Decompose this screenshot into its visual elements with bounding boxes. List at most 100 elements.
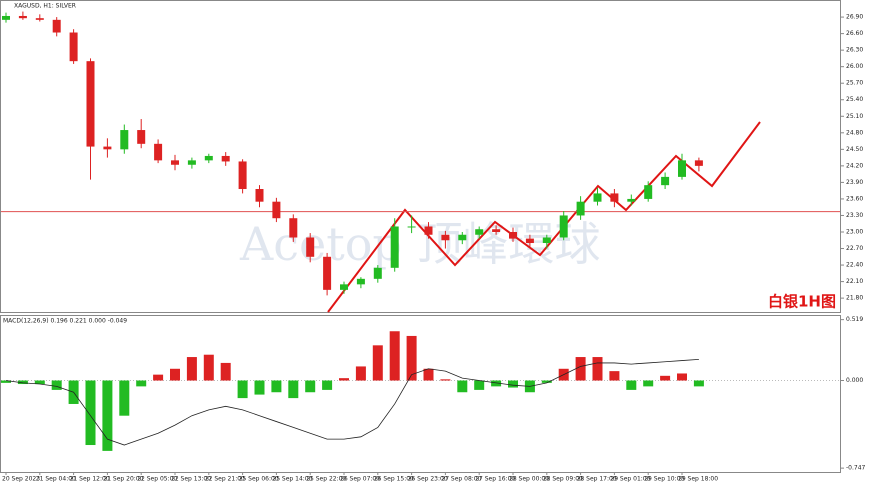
macd-bar [17,380,28,385]
macd-bar [693,380,704,387]
candle-body [18,15,27,19]
candle-body [52,19,61,33]
y-tick-label: 25.10 [846,113,863,120]
macd-bar [372,345,383,381]
x-tick-label: 22 Sep 05:00 [137,476,177,483]
candle-body [661,176,670,186]
macd-bar [136,380,147,387]
y-tick-label: 23.00 [846,228,863,235]
macd-line [5,358,699,446]
macd-bar [508,380,518,388]
macd-bar [491,380,502,387]
candle-body [238,161,247,190]
macd-bar [51,380,62,390]
macd-bar [119,380,130,416]
macd-panel [0,315,841,473]
candle-body [644,185,653,199]
candle-body [627,198,636,202]
macd-bar [34,380,45,385]
y-tick-label: 24.50 [846,146,863,153]
macd-bar [355,366,366,381]
macd-bar [389,331,400,381]
macd-bar [457,380,468,393]
candle-body [289,218,298,238]
y-tick-label: 24.20 [846,162,863,169]
x-tick-label: 26 Sep 23:00 [408,476,448,483]
y-tick-label: 23.90 [846,179,863,186]
x-tick-label: 27 Sep 08:00 [441,476,481,483]
macd-bar [271,380,282,393]
candle-body [694,160,703,166]
macd-bar [288,380,299,399]
candle-body [272,201,281,219]
candle-body [306,237,315,257]
macd-bar [1,380,11,383]
candle-body [35,18,44,20]
candle-body [171,160,179,165]
y-tick-label: 26.60 [846,30,863,37]
candle-body [255,189,264,202]
candle-body [187,160,196,165]
candle-body [441,234,450,241]
candle-body [2,15,10,20]
macd-bar [153,374,164,381]
chart-title: XAGUSD, H1: SILVER [14,3,76,10]
macd-bar [339,378,349,381]
x-tick-label: 22 Sep 21:00 [205,476,245,483]
x-tick-label: 22 Sep 13:00 [171,476,211,483]
x-tick-label: 25 Sep 22:00 [306,476,346,483]
macd-bar [541,380,552,383]
x-tick-label: 21 Sep 12:00 [70,476,110,483]
macd-bar [660,375,671,381]
y-tick-label: 26.30 [846,47,863,54]
x-tick-label: 26 Sep 15:00 [374,476,414,483]
y-tick-label: 24.80 [846,129,863,136]
y-tick-label: 25.70 [846,80,863,87]
x-tick-label: 25 Sep 06:00 [239,476,279,483]
macd-bar [322,380,333,390]
candle-body [356,278,365,285]
x-tick-label: 21 Sep 04:00 [36,476,76,483]
macd-bar [592,357,603,381]
x-tick-label: 27 Sep 16:00 [475,476,515,483]
candle-body [221,155,230,162]
candle-body [407,226,416,228]
y2-tick-label: 0.000 [846,377,863,384]
macd-bar [575,357,586,381]
x-tick-label: 28 Sep 17:00 [577,476,617,483]
candle-body [120,130,129,150]
candle-body [86,61,95,147]
macd-bar [609,371,620,381]
candle-body [610,193,619,202]
macd-bar [626,380,637,390]
x-tick-label: 26 Sep 07:00 [340,476,380,483]
y2-tick-label: -0.747 [846,465,866,472]
macd-bar [170,368,180,381]
candle-body [492,229,501,232]
macd-bar [474,380,485,390]
y-tick-label: 22.40 [846,262,863,269]
candle-body [323,256,332,290]
macd-bar [186,357,197,381]
macd-bar [305,380,316,393]
x-tick-label: 29 Sep 18:00 [678,476,718,483]
macd-bar [677,373,687,381]
y-tick-label: 23.60 [846,195,863,202]
annotation: 白银1H图 [768,293,836,311]
y-tick-label: 23.30 [846,212,863,219]
x-tick-label: 29 Sep 01:00 [610,476,650,483]
x-tick-label: 21 Sep 20:00 [103,476,143,483]
price-panel [0,0,841,313]
candle-body [509,231,517,239]
macd-bar [220,362,231,381]
x-tick-label: 28 Sep 09:00 [543,476,583,483]
y-tick-label: 21.80 [846,295,863,302]
macd-bar [643,380,654,387]
macd-bar [102,380,113,451]
candle-body [542,237,551,244]
candle-body [103,146,112,150]
candle-body [373,267,382,279]
candle-body [576,201,585,216]
candle-body [475,229,484,235]
